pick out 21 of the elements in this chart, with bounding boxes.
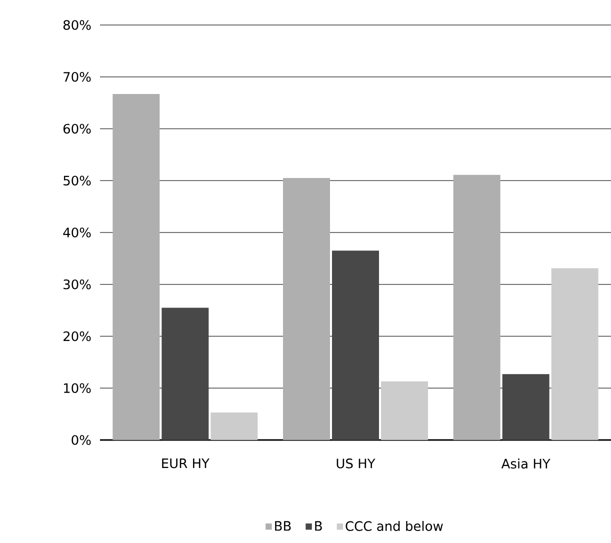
legend-label: CCC and below [346,520,443,532]
y-tick-label: 30% [64,279,91,290]
bar [453,174,500,440]
y-tick-label: 20% [64,331,91,342]
legend-label: B [315,521,322,531]
bar [551,268,598,440]
bar [210,412,258,440]
y-tick-label: 60% [63,124,91,134]
y-tick-label: 70% [64,72,91,82]
bar [283,178,330,440]
bar [112,94,160,440]
y-tick-label: 10% [64,383,91,394]
bar [381,381,428,440]
x-tick-label: Asia HY [501,458,550,469]
y-tick-label: 40% [63,228,91,238]
x-tick-label: US HY [336,458,376,468]
x-tick-label: EUR HY [162,458,210,468]
y-tick-label: 80% [63,20,91,30]
y-tick-label: 0% [72,435,91,445]
y-tick-label: 50% [64,176,91,186]
legend-label: BB [275,521,291,531]
